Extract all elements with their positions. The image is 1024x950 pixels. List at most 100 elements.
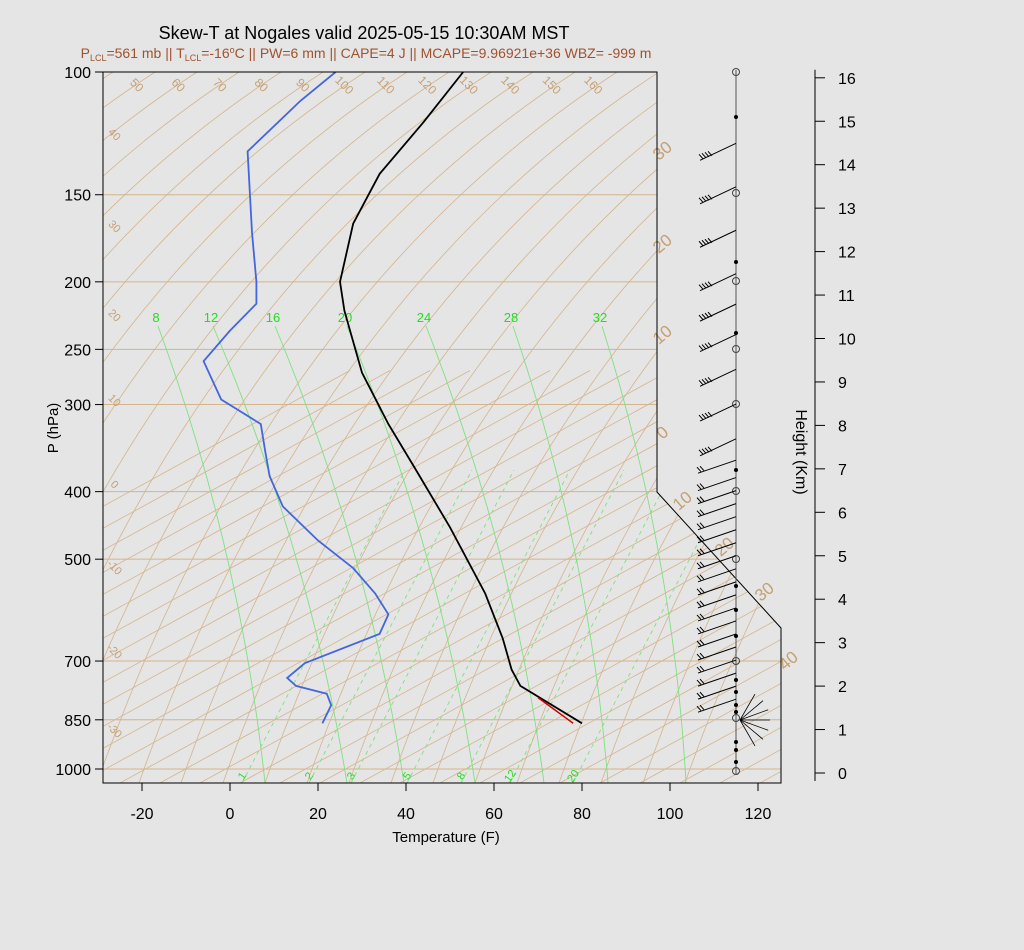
- wind-barb-feather: [701, 239, 707, 246]
- wind-barb-feather: [704, 195, 710, 201]
- mixing-ratio-bottom-label: 3: [345, 770, 358, 782]
- moist-adiabat-line: [346, 325, 476, 783]
- level-dot: [734, 260, 738, 264]
- height-tick-label: 0: [838, 766, 847, 783]
- wind-barb-feather: [696, 705, 702, 712]
- wind-barb-feather: [696, 536, 702, 542]
- isotherm-line: [279, 370, 781, 783]
- wind-barb-staff: [697, 542, 737, 557]
- mixing-ratio-bottom-label: 8: [455, 770, 468, 782]
- wind-barb-feather: [698, 197, 704, 203]
- wind-barb-feather: [699, 522, 705, 528]
- wind-barb-feather: [696, 510, 702, 516]
- wind-barb-staff: [697, 620, 737, 635]
- surface-wind-barb: [739, 700, 764, 721]
- dry-adiabat-line: [103, 72, 534, 783]
- isotherm-line: [103, 370, 591, 783]
- isotherm-line: [639, 370, 781, 783]
- dry-adiabat-line: [600, 72, 781, 783]
- dry-adiabat-line: [222, 72, 744, 783]
- wind-barb-feather: [698, 240, 704, 247]
- y-tick-label: 250: [64, 342, 91, 359]
- wind-barb-feather: [696, 679, 702, 685]
- x-tick-label: 20: [309, 806, 327, 823]
- right-temp-label: 20: [649, 230, 676, 257]
- wind-barb-feather: [696, 614, 702, 620]
- isotherm-line: [103, 370, 711, 783]
- wind-barb-feather: [701, 413, 707, 419]
- wind-barb-staff: [697, 646, 737, 661]
- wind-barb-feather: [699, 535, 705, 541]
- wind-barb-feather: [701, 378, 707, 385]
- mixing-ratio-line: [460, 469, 625, 783]
- dry-adiabat-line: [348, 72, 781, 783]
- y-tick-label: 100: [64, 65, 91, 82]
- level-ring: [732, 68, 740, 76]
- dry-adiabat-line: [516, 72, 781, 783]
- x-tick-label: 0: [226, 806, 235, 823]
- wind-barb-feather: [696, 466, 702, 473]
- wind-barb-staff: [697, 477, 737, 492]
- height-axis-label: Height (Km): [792, 409, 809, 494]
- wind-barb-staff: [697, 659, 737, 674]
- wind-barb-feather: [699, 704, 705, 711]
- isotherm-line: [800, 371, 1024, 784]
- mixing-ratio-bottom-label: 20: [565, 768, 582, 785]
- wind-barb-feather: [699, 600, 705, 606]
- wind-barb-feather: [698, 345, 704, 351]
- x-tick-label: 100: [657, 806, 684, 823]
- isotherm-line: [199, 370, 781, 783]
- moist-adiabat-line: [212, 325, 348, 783]
- dry-adiabat-line: [103, 72, 324, 783]
- wind-barb-staff: [697, 459, 737, 474]
- mixing-ratio-label: 8: [152, 310, 159, 325]
- height-tick-label: 7: [838, 462, 847, 479]
- height-tick-label: 2: [838, 679, 847, 696]
- isotherm-line: [519, 370, 781, 783]
- moist-adiabat-line: [274, 325, 405, 783]
- wind-barb-feather: [707, 446, 713, 452]
- profile-line-1: [202, 72, 390, 724]
- wind-barb-staff: [697, 672, 737, 687]
- wind-barb-feather: [696, 497, 702, 503]
- right-temp-label: 30: [751, 578, 778, 605]
- wind-barb-feather: [699, 509, 705, 515]
- mixing-ratio-label: 28: [504, 310, 518, 325]
- wind-barb-feather: [701, 313, 707, 319]
- profile-lines: [202, 72, 583, 725]
- level-ring: [732, 555, 740, 563]
- mixing-ratio-line: [572, 469, 737, 783]
- wind-barb-feather: [707, 281, 713, 287]
- mixing-ratio-label: 32: [593, 310, 607, 325]
- dry-adiabat-line: [390, 72, 781, 783]
- dry-adiabat-line: [474, 72, 781, 783]
- wind-barb-feather: [707, 311, 713, 317]
- mixing-ratio-label: 20: [338, 310, 352, 325]
- isotherm-line: [103, 370, 551, 783]
- dry-adiabat-line: [103, 72, 366, 783]
- wind-barb-feather: [696, 523, 702, 529]
- wind-barb-feather: [696, 549, 702, 555]
- chart-subtitle: PLCL=561 mb || TLCL=-16oC || PW=6 mm || …: [81, 45, 652, 63]
- surface-wind-barb: [739, 719, 769, 731]
- x-tick-label: 60: [485, 806, 503, 823]
- level-ring: [732, 277, 740, 285]
- wind-barb-feather: [704, 282, 710, 288]
- level-dot: [734, 608, 738, 612]
- wind-barb-staff: [697, 490, 737, 505]
- dry-adiabat-line: [103, 72, 282, 783]
- mixing-ratio-label: 24: [417, 310, 431, 325]
- height-tick-label: 10: [838, 332, 856, 349]
- y-tick-label: 850: [64, 713, 91, 730]
- level-dot: [734, 678, 738, 682]
- wind-barb-feather: [704, 343, 710, 349]
- wind-barb-staff: [697, 633, 737, 648]
- mixing-ratio-line: [406, 469, 571, 783]
- height-tick-label: 3: [838, 636, 847, 653]
- wind-barb-feather: [699, 691, 705, 697]
- background-grid: [103, 72, 1024, 784]
- chart-title: Skew-T at Nogales valid 2025-05-15 10:30…: [159, 23, 570, 43]
- y-tick-label: 1000: [55, 762, 91, 779]
- wind-barb-feather: [701, 283, 707, 289]
- wind-barb-feather: [696, 627, 702, 633]
